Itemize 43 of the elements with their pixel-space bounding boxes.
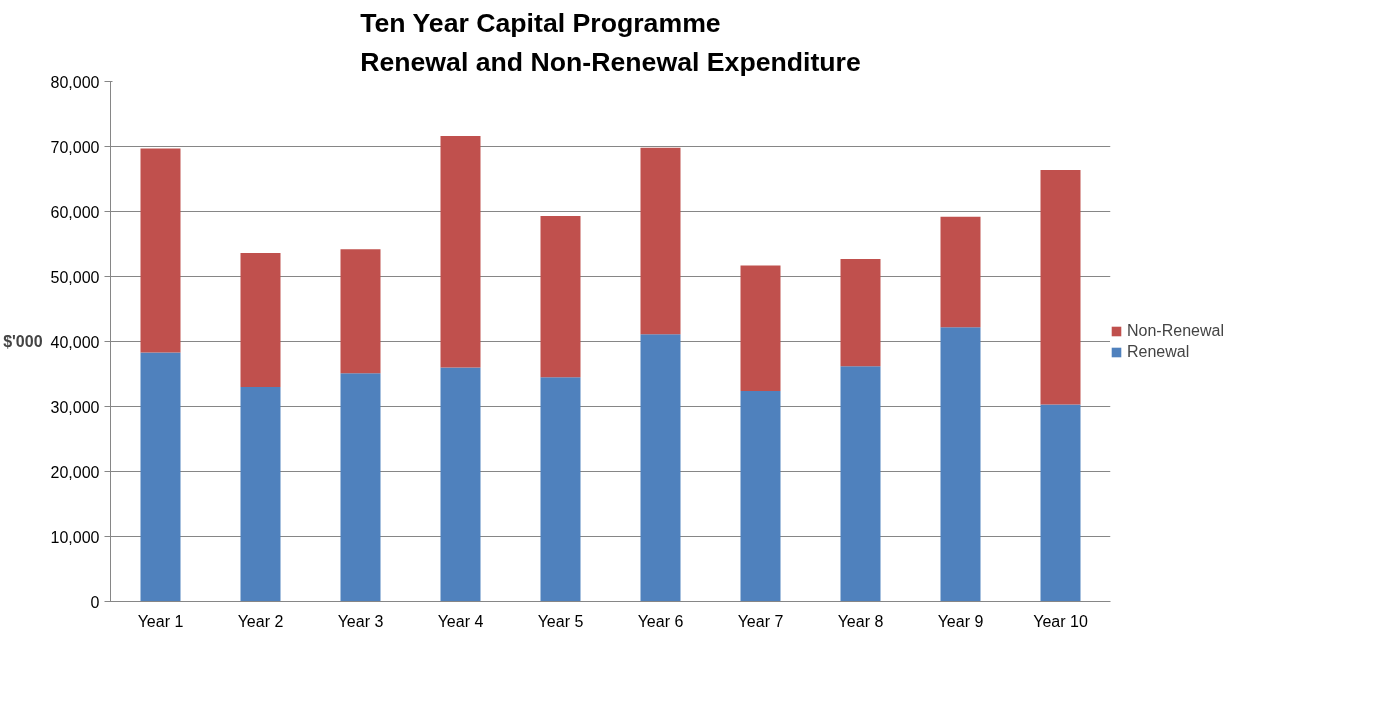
- x-tick-label: Year 9: [937, 612, 984, 630]
- x-tick-label: Year 4: [437, 612, 484, 630]
- chart-title: Ten Year Capital Programme Renewal and Non-Renewal Expenditure: [360, 7, 861, 77]
- y-tick-label: 20,000: [50, 463, 100, 481]
- bar: [540, 216, 581, 378]
- y-tick-label: 80,000: [50, 73, 100, 91]
- bar: [340, 249, 381, 374]
- y-tick-label: 70,000: [50, 138, 100, 156]
- y-axis-title: $'000: [3, 333, 43, 350]
- y-tick-label: 60,000: [50, 203, 100, 221]
- bar: [340, 373, 381, 602]
- bar: [840, 258, 881, 367]
- bar: [940, 327, 981, 602]
- y-tick-label: 50,000: [50, 268, 100, 286]
- legend-label: Renewal: [1127, 343, 1190, 361]
- bar: [640, 147, 681, 335]
- bar: [440, 136, 481, 368]
- bar: [1040, 404, 1081, 602]
- bar: [740, 390, 781, 602]
- bar: [640, 334, 681, 602]
- y-tick-label: 0: [90, 593, 100, 611]
- x-tick-label: Year 7: [737, 612, 784, 630]
- x-tick-label: Year 5: [537, 612, 584, 630]
- x-tick-label: Year 2: [237, 612, 284, 630]
- bar: [940, 216, 981, 328]
- x-tick-label: Year 8: [837, 612, 884, 630]
- y-tick-label: 10,000: [50, 528, 100, 546]
- bar: [740, 265, 781, 391]
- legend-label: Non-Renewal: [1127, 322, 1224, 340]
- bar: [440, 367, 481, 602]
- bar: [1040, 169, 1081, 405]
- x-tick-label: Year 6: [637, 612, 684, 630]
- bar: [840, 366, 881, 602]
- bar: [140, 352, 181, 602]
- bar: [240, 387, 281, 602]
- x-tick-label: Year 10: [1033, 612, 1088, 630]
- bar: [240, 253, 281, 387]
- bar: [140, 148, 181, 353]
- y-tick-label: 40,000: [50, 333, 100, 351]
- x-tick-label: Year 3: [337, 612, 384, 630]
- bar: [540, 377, 581, 602]
- y-tick-label: 30,000: [50, 398, 100, 416]
- x-tick-label: Year 1: [137, 612, 184, 630]
